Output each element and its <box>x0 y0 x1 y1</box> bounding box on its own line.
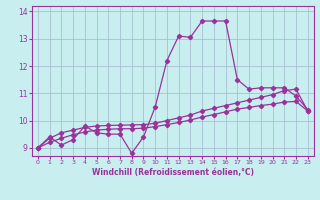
X-axis label: Windchill (Refroidissement éolien,°C): Windchill (Refroidissement éolien,°C) <box>92 168 254 177</box>
